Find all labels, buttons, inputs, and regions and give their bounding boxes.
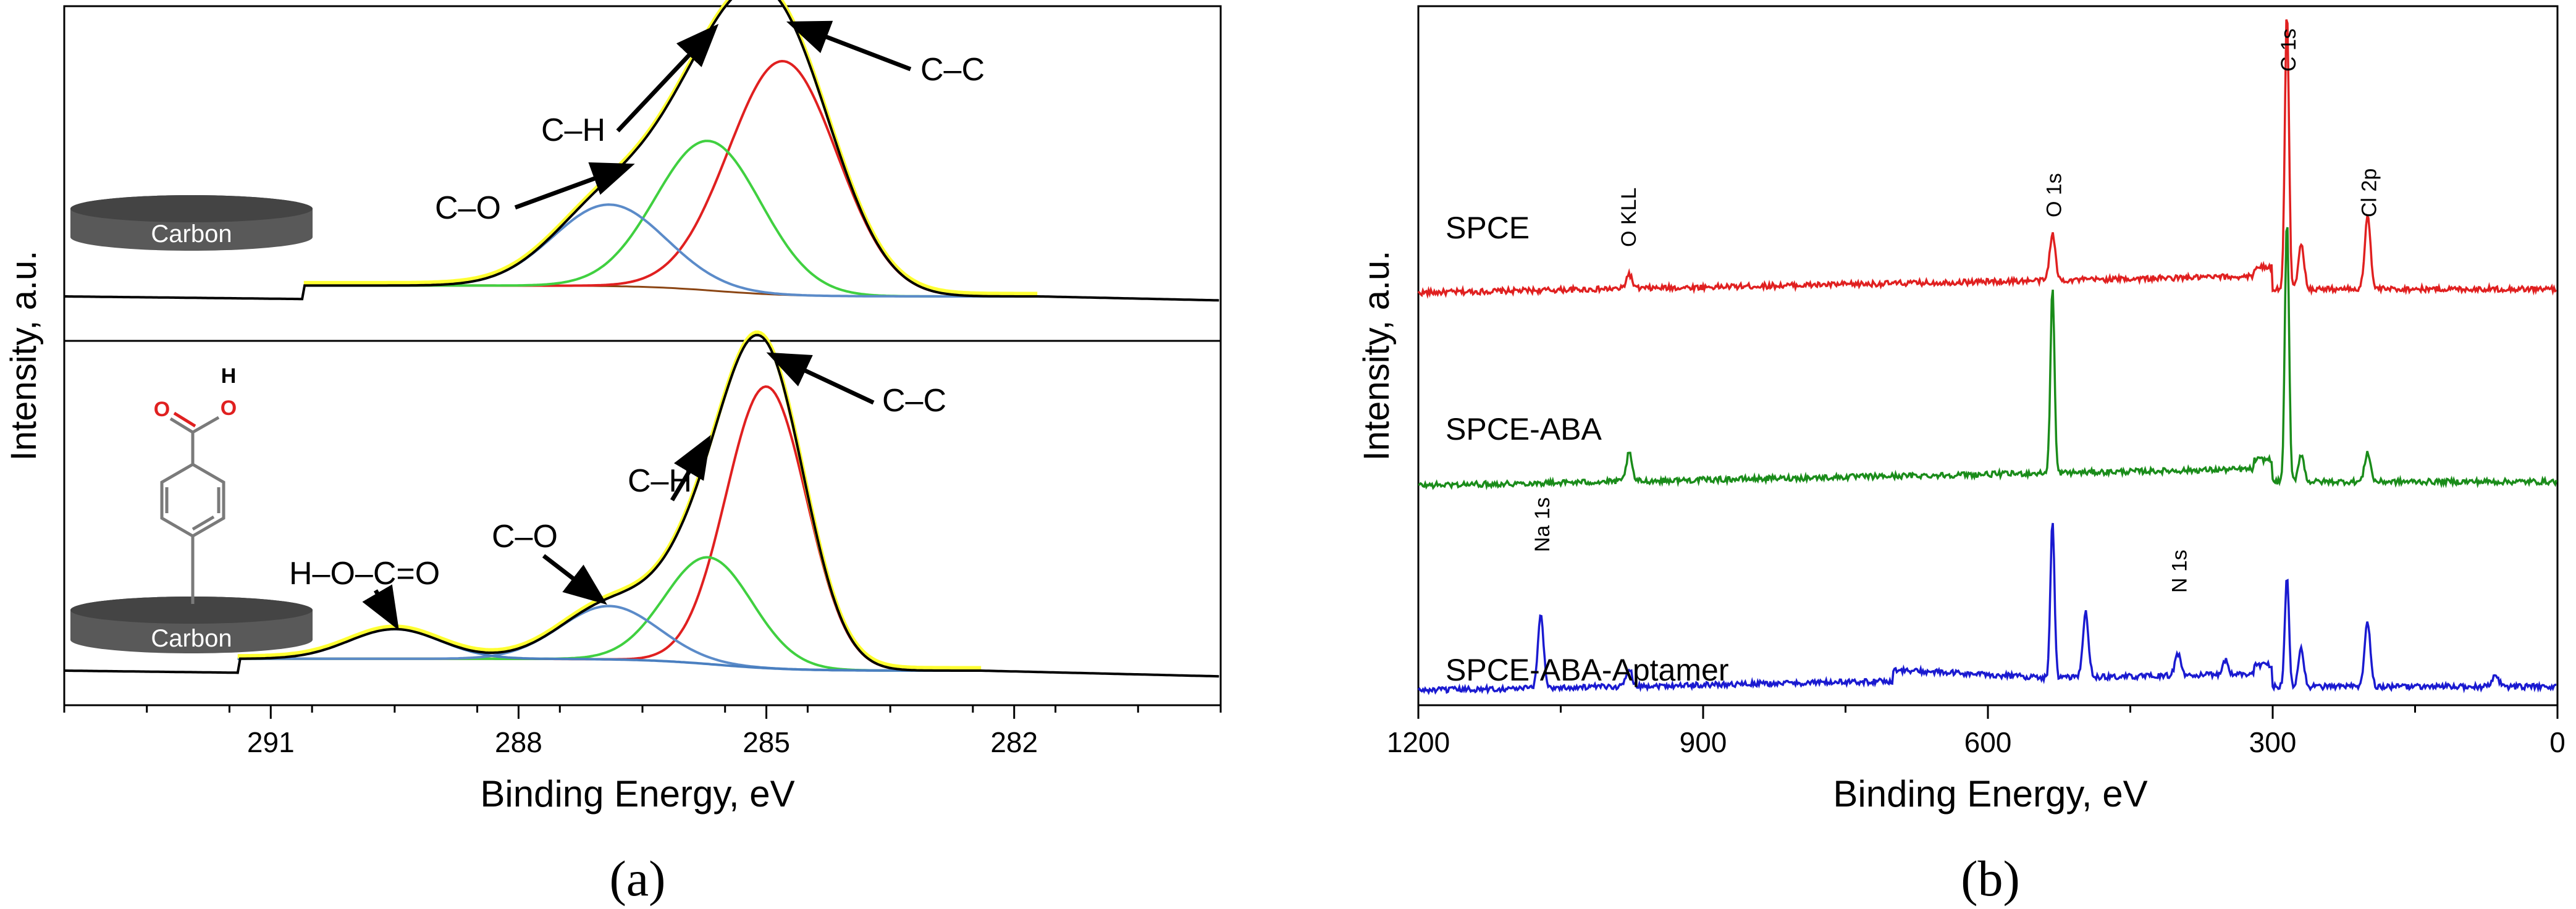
arrow-top-c-h (616, 23, 719, 133)
annotation-top-c-c: C–C (920, 52, 985, 88)
panel-a-x-tick-label: 282 (990, 726, 1038, 758)
panel-b-x-tick-label: 0 (2549, 726, 2565, 758)
peak-label: C 1s (2277, 28, 2300, 72)
spectrum-spce (1417, 19, 2557, 300)
series-label-spce-aba: SPCE-ABA (1446, 412, 1602, 446)
panel-a-x-tick-label: 288 (495, 726, 542, 758)
annotation-top-c-h: C–H (541, 112, 605, 148)
panel-b-ticks: 1200 900 600 300 0 (1387, 705, 2565, 758)
panel-a-annotation-arrows (362, 20, 912, 630)
carbon-substrate-top: Carbon (70, 195, 313, 251)
panel-a-y-label: Intensity, a.u. (4, 251, 44, 461)
panel-b-x-tick-label: 1200 (1387, 726, 1450, 758)
annotation-bottom-c-o: C–O (492, 519, 558, 555)
fitted-curve (64, 0, 1219, 302)
panel-a-ticks: 291 288 285 282 (63, 705, 1222, 758)
spectrum-spce-aba-aptamer (1417, 522, 2557, 695)
panel-a-x-label: Binding Energy, eV (480, 773, 794, 815)
panel-a-x-tick-label: 285 (743, 726, 790, 758)
panel-b-x-label: Binding Energy, eV (1833, 773, 2147, 815)
raw-envelope (237, 330, 982, 671)
series-label-spce-aba-aptamer: SPCE-ABA-Aptamer (1446, 653, 1728, 687)
peak-label: O 1s (2042, 173, 2066, 217)
annotation-bottom-cooh: H–O–C=O (289, 556, 440, 592)
arrow-bottom-c-o (542, 554, 607, 605)
panel-a: 291 288 285 282 Carbon Carbon (4, 0, 1222, 907)
molecule-hydroxyl-o: O (221, 396, 237, 420)
arrow-bottom-cooh (362, 584, 399, 630)
arrow-top-c-c (786, 20, 912, 72)
raw-envelope (303, 0, 1038, 296)
arrow-bottom-c-h (670, 435, 711, 501)
carbon-substrate-bottom: Carbon (70, 597, 313, 653)
panel-b-y-label: Intensity, a.u. (1357, 251, 1397, 461)
component-c-c (237, 385, 982, 672)
peak-label: Cl 2p (2358, 169, 2381, 217)
panel-b-spectra (1417, 19, 2557, 695)
panel-b-x-tick-label: 600 (1964, 726, 2012, 758)
panel-a-x-tick-label: 291 (247, 726, 295, 758)
panel-a-top-spectrum (64, 0, 1219, 302)
fitted-curve (64, 333, 1219, 678)
carbon-label-bottom: Carbon (151, 625, 232, 652)
peak-label: O KLL (1617, 188, 1641, 247)
annotation-bottom-c-c: C–C (882, 383, 946, 419)
molecule-carbonyl-o: O (154, 398, 170, 421)
panel-b-plot-frame (1417, 5, 2559, 706)
benzoic-acid-molecule (160, 411, 225, 604)
arrow-top-c-o (514, 162, 635, 210)
peak-label: Na 1s (1531, 497, 1554, 552)
peak-label: N 1s (2168, 550, 2191, 593)
carbon-label-top: Carbon (151, 220, 232, 248)
panel-b-x-tick-label: 900 (1680, 726, 1727, 758)
panel-b-peak-labels: O KLL O 1s C 1s Cl 2p Na 1s N 1s (1531, 28, 2381, 593)
panel-a-bottom-spectrum (64, 330, 1219, 678)
spectrum-spce-aba (1418, 227, 2557, 491)
molecule-hydroxyl-h: H (221, 364, 237, 388)
series-label-spce: SPCE (1446, 211, 1530, 245)
panel-b-caption: (b) (1961, 850, 2020, 907)
panel-b-x-tick-label: 300 (2249, 726, 2297, 758)
panel-b: 1200 900 600 300 0 SPCE SPCE-ABA SPCE-ABA-Ap… (1357, 5, 2565, 907)
component-c-h (303, 140, 1038, 298)
annotation-top-c-o: C–O (435, 190, 501, 226)
panel-a-caption: (a) (609, 850, 665, 907)
arrow-bottom-c-c (766, 352, 875, 405)
